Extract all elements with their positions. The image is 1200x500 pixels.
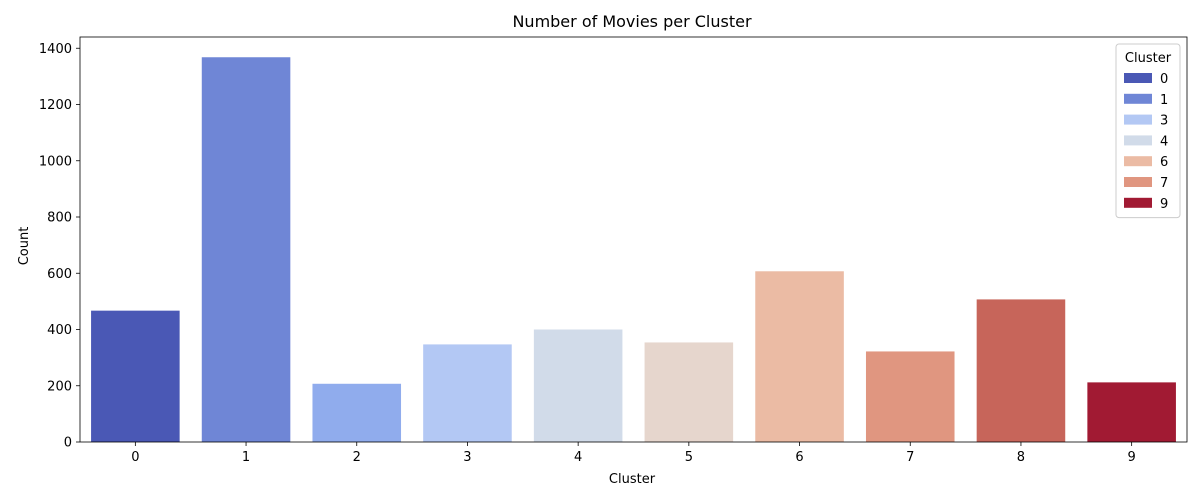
y-tick-label: 200	[47, 379, 72, 394]
axes-layer: 0 200 400 600 800 1000 1200 1400 0 1 2 3 4 5 6 7 8 9	[39, 36, 1188, 465]
bar-cluster-8	[976, 299, 1066, 442]
x-axis-label: Cluster	[609, 472, 656, 487]
plot-frame	[79, 36, 1188, 443]
y-axis-label: Count	[17, 227, 32, 266]
legend-swatch-9	[1124, 197, 1152, 208]
legend-label: 0	[1160, 72, 1168, 87]
bar-cluster-5	[644, 342, 734, 442]
chart-title: Number of Movies per Cluster	[512, 12, 752, 31]
x-tick-label: 8	[1017, 450, 1025, 465]
y-tick-label: 0	[64, 436, 72, 451]
legend-swatch-1	[1124, 93, 1152, 104]
y-tick-label: 400	[47, 323, 72, 338]
legend-label: 3	[1160, 114, 1168, 129]
legend-title: Cluster	[1125, 51, 1172, 66]
legend-swatch-7	[1124, 177, 1152, 187]
legend-swatch-3	[1124, 114, 1152, 125]
x-tick-label: 0	[131, 450, 139, 465]
bar-cluster-2	[312, 383, 402, 442]
legend-label: 4	[1160, 134, 1168, 149]
legend-swatch-0	[1124, 73, 1152, 83]
legend-label: 9	[1160, 197, 1168, 212]
legend-label: 6	[1160, 155, 1168, 170]
x-tick-label: 1	[242, 450, 250, 465]
x-tick-label: 3	[463, 450, 471, 465]
bar-cluster-6	[755, 271, 844, 442]
bars-layer	[91, 57, 1176, 442]
legend-box	[1115, 43, 1181, 219]
y-tick-label: 1000	[39, 154, 72, 169]
legend-label: 1	[1160, 93, 1168, 108]
y-tick-label: 1200	[39, 98, 72, 113]
legend-label: 7	[1160, 176, 1168, 191]
bar-cluster-4	[533, 329, 623, 442]
bar-cluster-1	[201, 57, 291, 442]
x-tick-label: 4	[574, 450, 582, 465]
legend: Cluster 0 1 3 4 6 7 9	[1115, 43, 1181, 219]
legend-swatch-6	[1124, 156, 1152, 167]
y-tick-label: 800	[47, 211, 72, 226]
x-tick-label: 7	[906, 450, 914, 465]
bar-cluster-9	[1087, 382, 1176, 442]
y-tick-label: 1400	[39, 42, 72, 57]
x-tick-label: 5	[685, 450, 693, 465]
bar-cluster-0	[91, 310, 180, 442]
legend-swatch-4	[1124, 135, 1152, 146]
x-tick-label: 2	[353, 450, 361, 465]
y-tick-label: 600	[47, 267, 72, 282]
bar-cluster-7	[865, 351, 955, 442]
x-tick-label: 6	[795, 450, 803, 465]
bar-cluster-3	[423, 344, 512, 442]
x-tick-label: 9	[1128, 450, 1136, 465]
